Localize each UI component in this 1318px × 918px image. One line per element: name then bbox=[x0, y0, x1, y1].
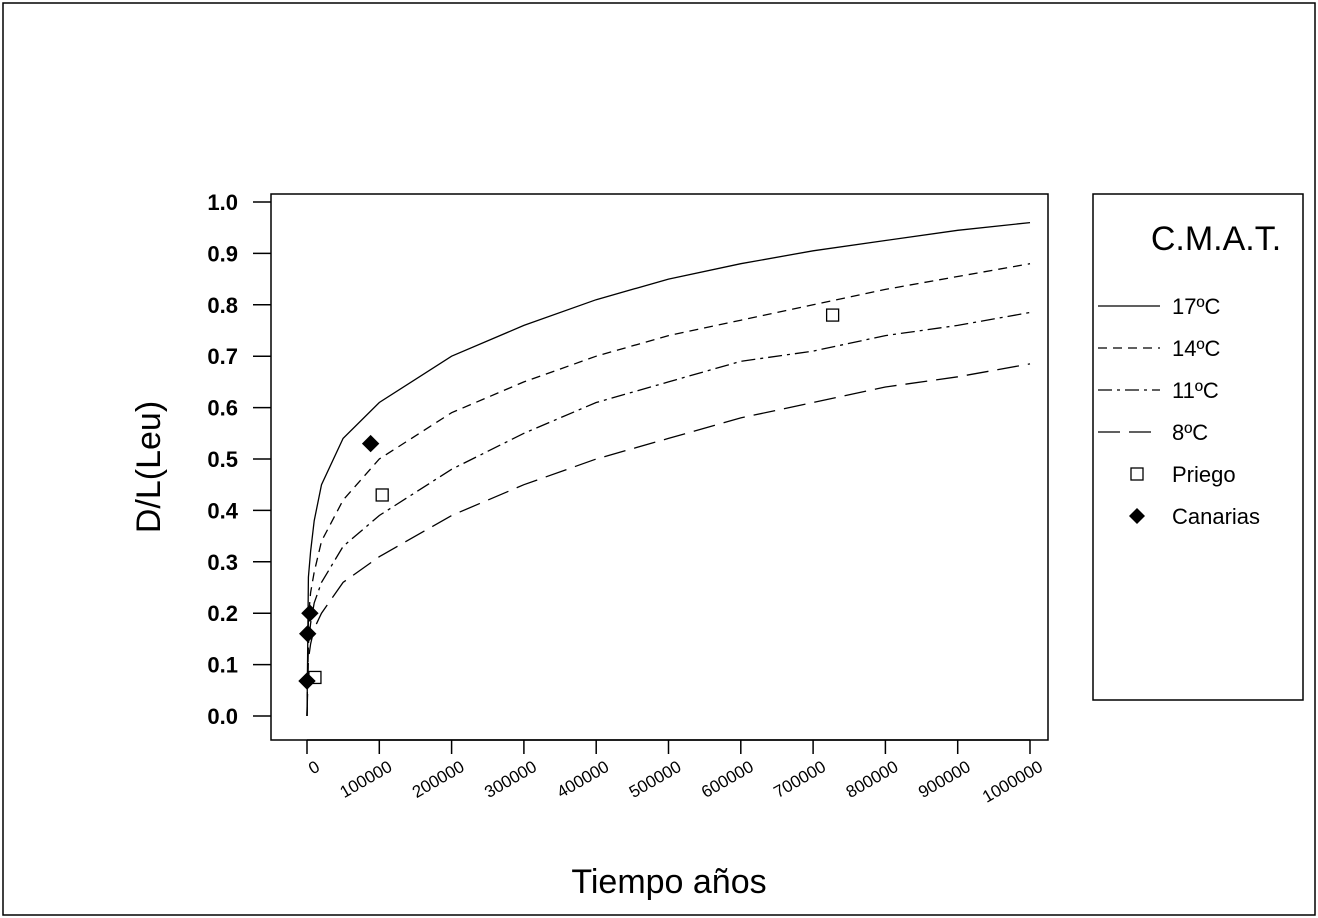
legend-label-11-c: 11ºC bbox=[1172, 378, 1219, 403]
x-tick-label: 200000 bbox=[409, 757, 468, 802]
y-tick-label: 0.0 bbox=[207, 704, 238, 729]
data-point-priego bbox=[375, 488, 389, 502]
y-tick-label: 0.6 bbox=[207, 396, 238, 421]
x-tick-label: 100000 bbox=[337, 757, 396, 802]
data-point-canarias bbox=[301, 604, 319, 622]
legend-label-priego: Priego bbox=[1172, 462, 1236, 487]
x-axis: 0 100000 200000 300000 400000 500000 600000 700… bbox=[305, 739, 1046, 807]
series-line-14-c bbox=[306, 263, 1031, 717]
x-tick-label: 0 bbox=[305, 757, 323, 778]
x-tick-label: 900000 bbox=[915, 757, 974, 802]
data-point-canarias bbox=[298, 672, 316, 690]
y-tick-label: 0.1 bbox=[207, 653, 238, 678]
data-point-canarias bbox=[361, 434, 380, 453]
legend-label-canarias: Canarias bbox=[1172, 504, 1260, 529]
legend-title: C.M.A.T. bbox=[1151, 220, 1281, 258]
legend-swatch-priego bbox=[1130, 467, 1144, 481]
series-layer bbox=[298, 221, 1031, 717]
x-tick-label: 800000 bbox=[843, 757, 902, 802]
plot-area-frame bbox=[270, 193, 1049, 741]
series-line-11-c bbox=[306, 311, 1031, 717]
legend: C.M.A.T. 17ºC 14ºC 11ºC 8ºC Priego Canarias bbox=[1092, 193, 1304, 701]
x-tick-label: 500000 bbox=[626, 757, 685, 802]
legend-swatch-canarias bbox=[1129, 508, 1145, 524]
y-tick-label: 0.7 bbox=[207, 344, 238, 369]
x-tick-label: 1000000 bbox=[979, 757, 1046, 807]
y-tick-label: 1.0 bbox=[207, 190, 238, 215]
data-point-canarias bbox=[299, 625, 317, 643]
legend-frame bbox=[1092, 193, 1304, 701]
data-point-priego bbox=[825, 308, 840, 322]
y-axis: 0.0 0.1 0.2 0.3 0.4 0.5 0.6 0.7 0.8 0.9 1.0 bbox=[207, 190, 271, 729]
y-tick-label: 0.3 bbox=[207, 550, 238, 575]
y-tick-label: 0.2 bbox=[207, 601, 238, 626]
x-axis-title: Tiempo años bbox=[571, 863, 766, 901]
x-tick-label: 700000 bbox=[770, 757, 829, 802]
y-tick-label: 0.9 bbox=[207, 241, 238, 266]
legend-label-17-c: 17ºC bbox=[1172, 294, 1221, 319]
y-axis-title: D/L(Leu) bbox=[130, 401, 168, 533]
y-tick-label: 0.4 bbox=[207, 498, 238, 523]
x-tick-label: 300000 bbox=[481, 757, 540, 802]
series-line-8-c bbox=[306, 363, 1031, 717]
series-line-17-c bbox=[306, 221, 1031, 717]
y-tick-label: 0.8 bbox=[207, 293, 238, 318]
legend-label-14-c: 14ºC bbox=[1172, 336, 1221, 361]
x-tick-label: 400000 bbox=[554, 757, 613, 802]
legend-items: 17ºC 14ºC 11ºC 8ºC Priego Canarias bbox=[1098, 294, 1260, 529]
legend-label-8-c: 8ºC bbox=[1172, 420, 1208, 445]
x-tick-label: 600000 bbox=[698, 757, 757, 802]
y-tick-label: 0.5 bbox=[207, 447, 238, 472]
